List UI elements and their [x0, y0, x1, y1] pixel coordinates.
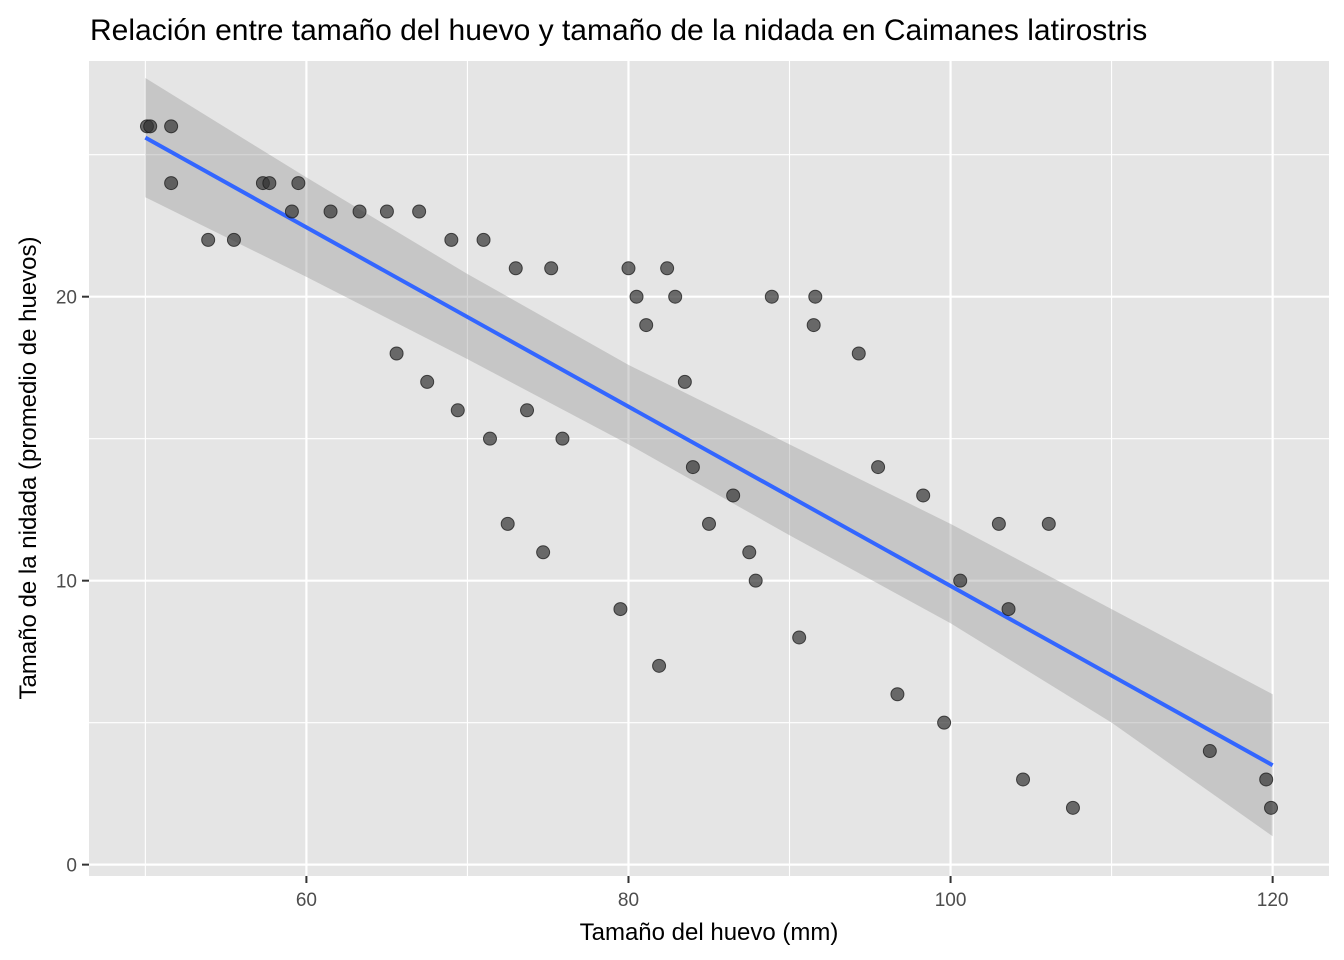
data-point [792, 630, 807, 645]
data-point [555, 431, 570, 446]
data-point [871, 460, 886, 475]
data-point [500, 516, 515, 531]
data-points [139, 119, 1279, 815]
data-point [444, 232, 459, 247]
data-point [1259, 772, 1274, 787]
data-point [1264, 800, 1279, 815]
data-point [677, 374, 692, 389]
data-point [476, 232, 491, 247]
data-point [652, 658, 667, 673]
data-point [1041, 516, 1056, 531]
data-point [726, 488, 741, 503]
y-axis-title: Tamaño de la nidada (promedio de huevos) [15, 237, 42, 700]
x-axis-title: Tamaño del huevo (mm) [580, 919, 839, 946]
data-point [702, 516, 716, 531]
data-point [508, 261, 523, 276]
data-point [379, 204, 394, 219]
data-point [1065, 800, 1080, 815]
data-point [536, 545, 551, 560]
data-point [284, 204, 299, 219]
data-point [639, 318, 654, 333]
y-tick-label: 20 [56, 288, 77, 309]
data-point [262, 176, 277, 191]
data-point [323, 204, 338, 219]
data-point [420, 374, 435, 389]
data-point [991, 516, 1006, 531]
data-point [143, 119, 158, 134]
y-tick-label: 10 [56, 572, 77, 593]
data-point [916, 488, 931, 503]
data-point [520, 403, 535, 418]
data-point [851, 346, 866, 361]
data-point [1001, 602, 1016, 617]
data-point [1016, 772, 1031, 787]
data-point [890, 687, 905, 702]
data-point [613, 602, 628, 617]
data-point [764, 289, 779, 304]
data-point [450, 403, 465, 418]
data-point [201, 232, 216, 247]
data-point [806, 318, 821, 333]
x-axis: 60 80 100 120 [296, 876, 1289, 911]
data-point [352, 204, 367, 219]
y-axis: 0 10 20 [56, 288, 89, 877]
confidence-band [145, 78, 1273, 837]
data-point [291, 176, 306, 191]
major-gridlines [89, 61, 1329, 876]
data-point [544, 261, 559, 276]
y-tick-label: 0 [66, 856, 77, 877]
regression-line [144, 135, 1274, 767]
data-point [482, 431, 497, 446]
data-point [748, 573, 763, 588]
data-point [808, 289, 823, 304]
data-point [621, 261, 636, 276]
x-tick-label: 120 [1257, 890, 1289, 911]
data-point [164, 119, 179, 134]
minor-gridlines [89, 61, 1329, 876]
data-point [685, 460, 700, 475]
data-point [953, 573, 968, 588]
data-point [164, 176, 179, 191]
data-point [668, 289, 683, 304]
data-point [226, 232, 241, 247]
x-tick-label: 100 [935, 890, 967, 911]
data-point [629, 289, 644, 304]
data-point [1202, 744, 1217, 759]
x-tick-label: 60 [296, 890, 317, 911]
data-point [660, 261, 675, 276]
data-point [742, 545, 757, 560]
data-point [937, 715, 952, 730]
x-tick-label: 80 [618, 890, 639, 911]
plot-panel [89, 61, 1329, 876]
data-point [389, 346, 404, 361]
chart-title: Relación entre tamaño del huevo y tamaño… [90, 14, 1147, 47]
data-point [412, 204, 427, 219]
